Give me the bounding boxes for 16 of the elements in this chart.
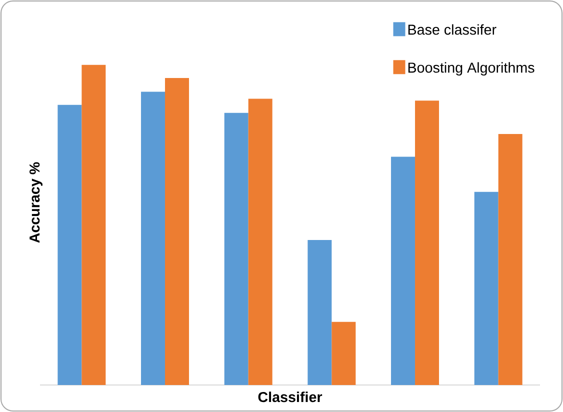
bar (332, 322, 356, 385)
bar (58, 104, 82, 385)
y-axis-title: Accuracy % (30, 162, 42, 243)
bar (391, 156, 416, 385)
bar (308, 240, 332, 385)
x-axis-title: Classifier (258, 392, 322, 402)
bar (248, 98, 272, 385)
bar (82, 64, 106, 385)
bar (474, 192, 498, 385)
bar (498, 134, 522, 385)
legend-label: Base classifer (408, 24, 496, 35)
legend-label: Boosting Algorithms (408, 62, 534, 76)
bar (224, 112, 248, 385)
bar (141, 92, 166, 385)
bar (165, 78, 190, 385)
bar (415, 100, 440, 385)
